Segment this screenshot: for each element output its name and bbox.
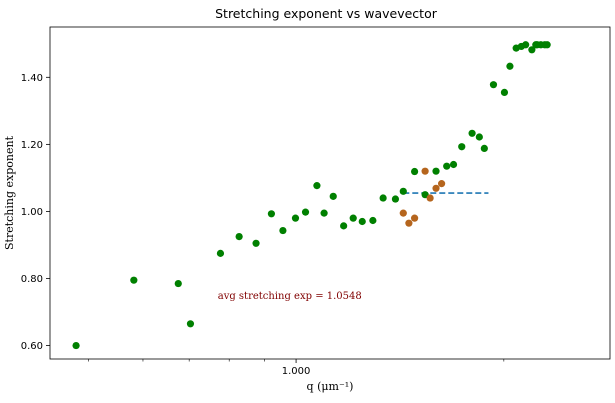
data-point [410,167,419,176]
data-point [235,232,243,241]
data-point [432,167,440,175]
averaged-point [399,209,407,217]
x-tick-label: 1.000 [282,366,311,377]
y-tick-label: 1.40 [21,73,43,84]
data-point [522,41,530,49]
data-point [216,249,225,257]
data-point [399,187,407,195]
averaged-point [438,180,446,188]
averaged-point [405,219,413,227]
data-point [543,41,551,49]
data-point [458,143,466,151]
y-tick-label: 0.80 [21,274,43,285]
data-point [267,210,276,218]
data-point [475,133,483,141]
data-point [340,222,348,230]
averaged-point [421,167,429,175]
y-tick-label: 1.20 [21,140,43,151]
data-point [186,320,195,328]
data-point [301,208,310,216]
data-point [480,144,488,152]
chart-title: Stretching exponent vs wavevector [215,6,438,21]
data-point [252,239,260,247]
data-point [489,81,498,89]
data-point [369,216,377,225]
y-axis-label: Stretching exponent [3,135,16,250]
data-point [320,209,328,217]
data-point [72,341,80,350]
averaged-point [426,194,434,202]
plot-frame [49,26,611,360]
data-point [279,226,287,235]
data-point [500,88,509,96]
data-point [506,62,514,70]
averaged-point [410,214,419,222]
y-tick-label: 0.60 [21,341,43,352]
data-point [528,46,536,54]
x-axis: 1.000 [88,359,505,377]
y-tick-label: 1.00 [21,207,43,218]
data-point [391,195,400,203]
data-point [358,217,366,226]
data-point [174,279,182,288]
data-point [449,160,458,169]
y-axis: 0.60 0.80 1.00 1.20 1.40 [21,73,50,352]
data-point [379,194,387,202]
data-point [349,214,357,222]
data-point [329,192,337,200]
averaged-point [432,184,440,192]
data-point [130,276,138,284]
avg-annotation: avg stretching exp = 1.0548 [218,291,362,302]
plot-area: 0.60 0.80 1.00 1.20 1.40 1.000 avg stretchin… [21,26,611,377]
data-point [313,182,321,190]
data-points [72,41,551,350]
data-point [468,129,476,137]
data-point [291,214,300,222]
data-point [443,162,451,170]
x-axis-label: q (μm⁻¹) [307,380,354,393]
